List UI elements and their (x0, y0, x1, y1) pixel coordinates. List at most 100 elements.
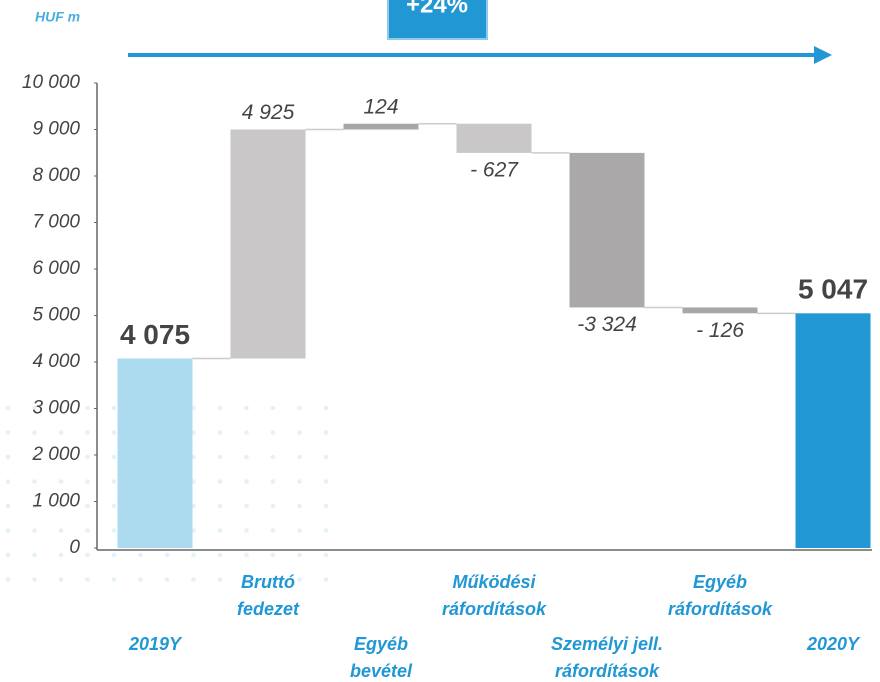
x-tick-label: 2020Y (806, 634, 861, 654)
dot (217, 552, 223, 558)
x-tick-label: ráfordítások (555, 661, 660, 681)
dot (58, 430, 64, 435)
dot (297, 430, 302, 435)
x-tick-label: ráfordítások (668, 599, 773, 619)
dot (85, 577, 90, 582)
value-label: -3 324 (577, 313, 637, 336)
dot (111, 454, 117, 460)
dot (85, 405, 90, 411)
x-tick-label: 2019Y (128, 634, 183, 654)
dot (32, 528, 37, 533)
dot (5, 479, 11, 484)
dot (58, 405, 64, 411)
y-tick-label: 4 000 (32, 351, 80, 372)
dot (244, 454, 249, 460)
dot (5, 454, 11, 460)
y-tick-label: 7 000 (32, 212, 80, 233)
dot (85, 503, 90, 509)
x-tick-label: Működési (452, 572, 536, 592)
dot (270, 454, 276, 460)
x-tick-label: Egyéb (354, 634, 408, 654)
dot (270, 503, 276, 509)
dot (270, 430, 276, 435)
y-tick-label: 6 000 (32, 258, 80, 279)
dot (217, 479, 223, 484)
dot (217, 577, 223, 582)
dot (323, 528, 329, 533)
dot (323, 479, 329, 484)
dot (85, 454, 90, 460)
bar (795, 313, 871, 548)
dot (58, 454, 64, 460)
dot (58, 528, 64, 533)
dot (217, 503, 223, 509)
x-tick-label: Egyéb (693, 572, 747, 592)
dot (111, 503, 117, 509)
dot (270, 552, 276, 558)
dot (85, 552, 90, 558)
dot (217, 405, 223, 411)
dot (32, 577, 37, 582)
dot (217, 528, 223, 533)
dot (297, 552, 302, 558)
dot (111, 577, 117, 582)
dot (5, 552, 11, 558)
value-label: 5 047 (798, 274, 868, 305)
dot (5, 503, 11, 509)
growth-label: +24% (406, 0, 468, 18)
dot (244, 479, 249, 484)
dot (323, 454, 329, 460)
y-tick-label: 0 (69, 537, 80, 558)
bar (343, 123, 419, 130)
dot (164, 552, 170, 558)
growth-badge (387, 0, 488, 40)
dot (323, 552, 329, 558)
dot (323, 430, 329, 435)
value-label: 124 (363, 95, 398, 118)
dot (32, 405, 37, 411)
dot (85, 528, 90, 533)
dot (270, 405, 276, 411)
dot (297, 454, 302, 460)
arrow-head (814, 46, 832, 64)
dot (270, 479, 276, 484)
dot (32, 503, 37, 509)
dot (58, 503, 64, 509)
dot (244, 503, 249, 509)
dot (111, 552, 117, 558)
bar (230, 129, 306, 359)
dot (138, 552, 143, 558)
dot (5, 528, 11, 533)
dot (244, 430, 249, 435)
y-tick-label: 5 000 (32, 305, 80, 326)
dot (111, 479, 117, 484)
dot (111, 528, 117, 533)
dot (5, 405, 11, 411)
x-tick-label: fedezet (237, 599, 300, 619)
dot (244, 552, 249, 558)
dot (191, 577, 196, 582)
dot (323, 577, 329, 582)
dot (138, 577, 143, 582)
dot (32, 552, 37, 558)
dot (297, 577, 302, 582)
dot (297, 528, 302, 533)
dot (191, 552, 196, 558)
dot (111, 405, 117, 411)
value-label: 4 075 (120, 319, 190, 350)
dot (58, 479, 64, 484)
x-tick-label: Személyi jell. (551, 634, 663, 654)
dot (217, 430, 223, 435)
dot (111, 430, 117, 435)
dot (244, 577, 249, 582)
dot (244, 528, 249, 533)
value-label: - 126 (696, 319, 744, 342)
dot (323, 405, 329, 411)
dot (58, 552, 64, 558)
bar (456, 123, 532, 153)
y-tick-label: 10 000 (22, 72, 81, 93)
dot (164, 577, 170, 582)
dot (85, 479, 90, 484)
dot (5, 430, 11, 435)
